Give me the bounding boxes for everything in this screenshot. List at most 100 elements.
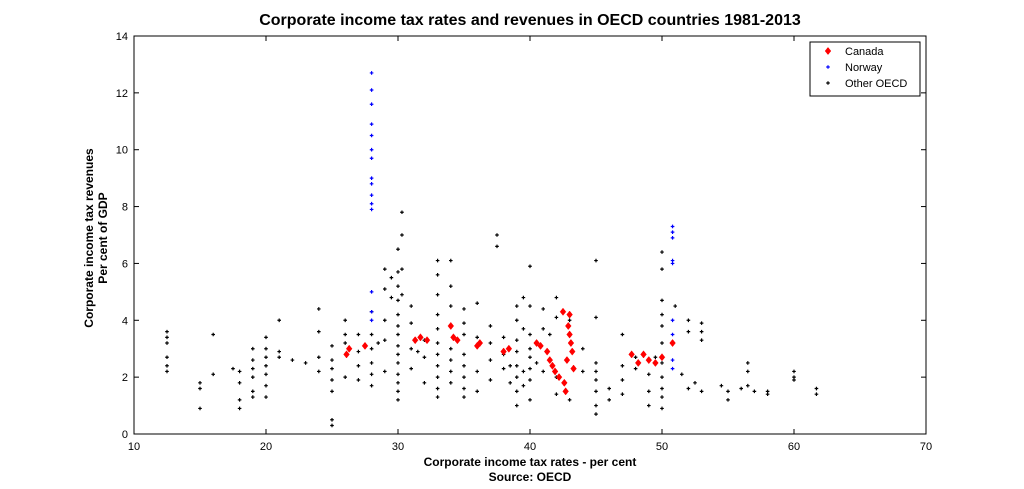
point-other-oecd — [594, 412, 598, 416]
point-other-oecd — [462, 395, 466, 399]
point-other-oecd — [594, 369, 598, 374]
plot-area — [133, 35, 927, 435]
point-other-oecd — [422, 381, 427, 385]
point-other-oecd — [746, 361, 750, 365]
point-canada — [361, 341, 369, 350]
point-other-oecd — [515, 349, 519, 354]
point-norway — [369, 71, 374, 75]
point-other-oecd — [693, 381, 697, 385]
point-other-oecd — [449, 304, 453, 308]
y-tick-label: 4 — [122, 315, 128, 327]
point-other-oecd — [356, 349, 361, 354]
point-canada — [658, 353, 666, 362]
point-other-oecd — [198, 386, 202, 391]
point-other-oecd — [435, 292, 440, 297]
point-other-oecd — [237, 381, 242, 385]
point-other-oecd — [660, 406, 664, 411]
point-other-oecd — [409, 321, 413, 325]
point-other-oecd — [356, 363, 361, 368]
point-norway — [369, 147, 374, 152]
legend-label-norway: Norway — [845, 62, 883, 74]
point-other-oecd — [343, 375, 347, 379]
point-other-oecd — [508, 363, 512, 368]
point-other-oecd — [416, 349, 420, 354]
point-other-oecd — [251, 375, 255, 379]
y-axis-label-2: Per cent of GDP — [96, 192, 110, 283]
point-other-oecd — [435, 327, 440, 331]
point-other-oecd — [435, 258, 440, 263]
point-canada — [566, 310, 573, 319]
point-other-oecd — [449, 369, 453, 374]
point-other-oecd — [369, 346, 374, 351]
point-other-oecd — [165, 363, 169, 368]
legend-label-other-oecd: Other OECD — [845, 78, 907, 90]
y-tick-label: 12 — [116, 88, 128, 100]
point-other-oecd — [488, 358, 493, 362]
point-other-oecd — [264, 363, 268, 368]
point-other-oecd — [435, 352, 440, 357]
point-canada — [543, 347, 551, 356]
point-other-oecd — [462, 321, 466, 325]
point-other-oecd — [515, 403, 519, 408]
point-other-oecd — [330, 366, 334, 371]
point-other-oecd — [264, 346, 268, 351]
point-other-oecd — [515, 389, 519, 394]
y-tick-label: 10 — [116, 145, 128, 157]
point-canada — [343, 350, 350, 359]
point-other-oecd — [389, 295, 394, 300]
y-tick-label: 14 — [116, 31, 128, 43]
point-other-oecd — [660, 375, 664, 379]
point-other-oecd — [633, 366, 638, 371]
point-other-oecd — [647, 372, 651, 377]
point-canada — [447, 321, 455, 330]
point-other-oecd — [501, 335, 506, 340]
point-other-oecd — [528, 264, 532, 269]
point-canada — [500, 347, 507, 356]
point-other-oecd — [330, 417, 334, 422]
point-other-oecd — [620, 392, 625, 396]
point-other-oecd — [165, 341, 169, 345]
point-other-oecd — [383, 369, 387, 374]
point-canada — [567, 339, 575, 348]
point-canada — [450, 333, 457, 342]
point-other-oecd — [501, 366, 506, 371]
point-other-oecd — [462, 352, 466, 357]
point-other-oecd — [534, 361, 539, 365]
point-other-oecd — [581, 369, 585, 374]
point-other-oecd — [251, 346, 255, 351]
point-norway — [369, 182, 374, 186]
point-other-oecd — [699, 329, 704, 334]
point-other-oecd — [369, 383, 374, 388]
point-other-oecd — [317, 307, 321, 311]
point-other-oecd — [396, 398, 400, 402]
point-other-oecd — [541, 307, 545, 311]
point-other-oecd — [541, 327, 545, 331]
point-norway — [670, 224, 675, 229]
point-other-oecd — [290, 358, 295, 362]
point-canada — [669, 339, 676, 348]
y-tick-label: 0 — [122, 429, 128, 441]
point-other-oecd — [567, 318, 572, 323]
point-other-oecd — [396, 284, 400, 288]
point-other-oecd — [528, 378, 532, 382]
legend-marker-norway — [826, 65, 830, 69]
point-other-oecd — [449, 381, 453, 385]
point-other-oecd — [528, 398, 532, 402]
point-other-oecd — [383, 318, 387, 323]
point-other-oecd — [462, 386, 466, 391]
point-other-oecd — [396, 352, 400, 357]
point-other-oecd — [726, 389, 730, 394]
point-other-oecd — [699, 389, 704, 394]
point-other-oecd — [686, 318, 691, 323]
point-other-oecd — [198, 406, 202, 411]
point-other-oecd — [488, 378, 493, 382]
point-other-oecd — [231, 366, 235, 371]
point-other-oecd — [515, 338, 519, 342]
point-other-oecd — [356, 332, 361, 337]
point-other-oecd — [251, 389, 255, 394]
point-other-oecd — [343, 341, 347, 345]
point-norway — [369, 207, 374, 212]
point-other-oecd — [251, 366, 255, 371]
point-other-oecd — [647, 389, 651, 394]
point-canada — [546, 356, 554, 365]
